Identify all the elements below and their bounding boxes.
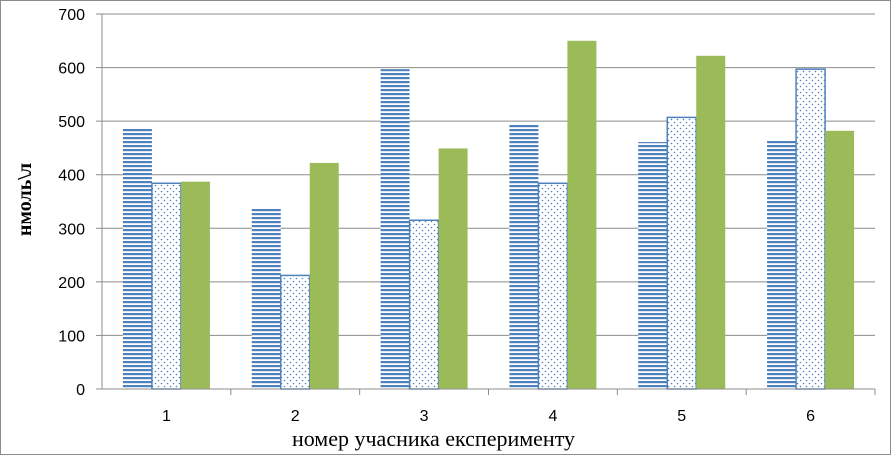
bar-series-2-cat-6	[795, 68, 826, 390]
y-tick-label: 100	[58, 328, 85, 345]
bar-series-1-cat-6	[767, 140, 797, 389]
y-axis-title: нмоль\л	[14, 163, 36, 236]
bar-series-2-cat-2	[280, 274, 311, 390]
bar-series-2-cat-1	[151, 182, 182, 390]
x-tick-label: 3	[420, 408, 429, 425]
bar-series-1-cat-2	[251, 208, 281, 389]
bar-series-3-cat-4	[567, 40, 597, 390]
y-tick-label: 400	[58, 168, 85, 185]
bar-series-3-cat-5	[696, 55, 726, 390]
bar-series-2-cat-3	[408, 219, 440, 390]
bar-series-2-cat-4	[537, 182, 569, 390]
bar-series-3-cat-6	[825, 130, 855, 390]
y-tick-label: 0	[76, 382, 85, 399]
y-tick-label: 600	[58, 61, 85, 78]
bar-series-2-cat-5	[666, 116, 697, 390]
x-tick-label: 1	[162, 408, 171, 425]
y-tick-label: 200	[58, 275, 85, 292]
bar-series-1-cat-3	[380, 69, 410, 389]
gridlines	[102, 13, 875, 336]
y-tick-label: 300	[58, 221, 85, 238]
x-tick-label: 2	[291, 408, 300, 425]
bar-series-1-cat-1	[122, 128, 152, 389]
bar-series-1-cat-4	[509, 124, 539, 389]
axes	[96, 13, 876, 395]
x-axis-title: номер учасника експерименту	[292, 426, 575, 451]
x-tick-label: 4	[548, 408, 557, 425]
bar-series-3-cat-3	[438, 148, 468, 389]
y-tick-label: 700	[58, 7, 85, 24]
bars	[122, 40, 855, 390]
x-tick-label: 6	[806, 408, 815, 425]
bar-series-3-cat-1	[180, 181, 210, 389]
bar-series-1-cat-5	[638, 142, 668, 389]
bar-series-3-cat-2	[309, 162, 339, 389]
x-tick-label: 5	[677, 408, 686, 425]
y-tick-label: 500	[58, 114, 85, 131]
tick-labels: 0 100 200 300 400 500 600 700 1 2 3 4 5 6	[58, 7, 815, 425]
